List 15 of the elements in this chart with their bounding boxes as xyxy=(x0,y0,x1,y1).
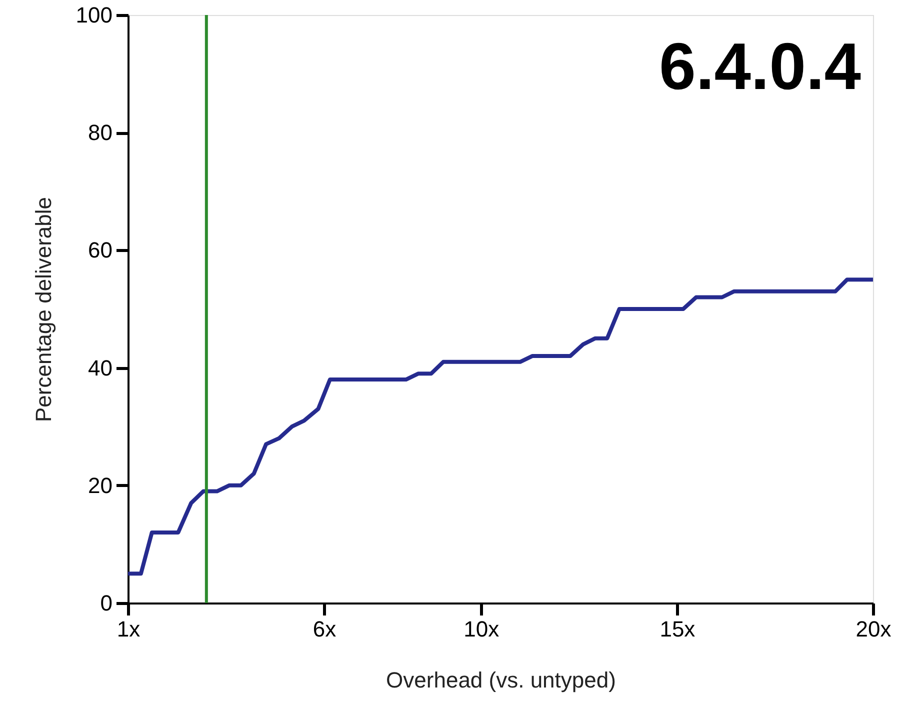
y-tick-label: 20 xyxy=(88,472,112,498)
x-axis-title: Overhead (vs. untyped) xyxy=(386,668,616,692)
annotation: 6.4.0.4 xyxy=(659,29,862,103)
x-tick-label: 20x xyxy=(856,616,892,642)
y-tick-label: 100 xyxy=(76,2,112,28)
x-tick-label: 15x xyxy=(660,616,696,642)
y-axis-title: Percentage deliverable xyxy=(30,196,56,422)
x-tick-label: 6x xyxy=(312,616,336,642)
y-tick-label: 40 xyxy=(88,355,112,380)
y-tick-label: 0 xyxy=(100,590,112,616)
line-series xyxy=(126,278,875,576)
y-tick-label: 80 xyxy=(88,120,112,146)
x-tick-label: 1x xyxy=(116,616,140,642)
y-tick-label: 60 xyxy=(88,238,112,263)
x-tick-label: 10x xyxy=(464,616,500,642)
